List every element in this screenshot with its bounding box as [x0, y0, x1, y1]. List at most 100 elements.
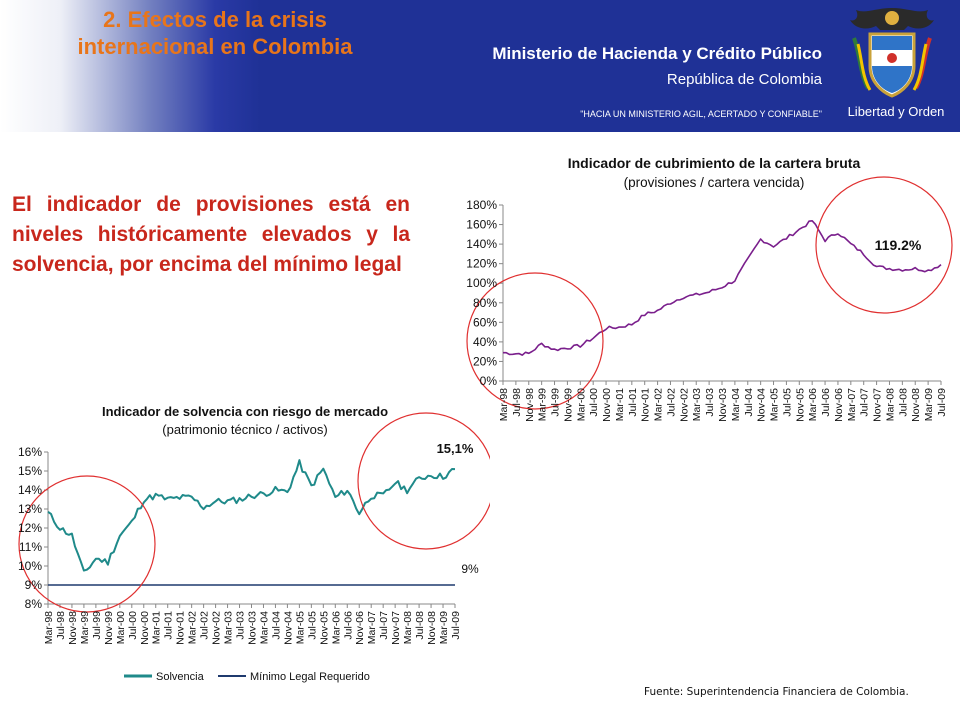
- x-tick-label: Jul-03: [704, 388, 716, 417]
- x-tick-label: Jul-00: [588, 388, 600, 417]
- y-tick-label: 12%: [18, 521, 42, 535]
- y-tick-label: 10%: [18, 559, 42, 573]
- y-tick-label: 40%: [473, 335, 497, 349]
- x-tick-label: Nov-04: [756, 388, 768, 422]
- x-tick-label: Mar-07: [366, 611, 378, 644]
- x-tick-label: Nov-06: [833, 388, 845, 422]
- x-tick-label: Nov-04: [282, 611, 294, 645]
- y-tick-label: 60%: [473, 315, 497, 329]
- x-tick-label: Mar-99: [79, 611, 91, 644]
- x-tick-label: Mar-03: [691, 388, 703, 421]
- x-tick-label: Mar-06: [807, 388, 819, 421]
- x-tick-label: Nov-05: [318, 611, 330, 645]
- x-tick-label: Nov-08: [426, 611, 438, 645]
- x-tick-label: Jul-02: [199, 611, 211, 640]
- x-tick-label: Nov-99: [103, 611, 115, 645]
- y-tick-label: 9%: [25, 578, 43, 592]
- x-tick-label: Mar-04: [258, 611, 270, 644]
- source-note: Fuente: Superintendencia Financiera de C…: [644, 686, 909, 698]
- y-tick-label: 100%: [466, 276, 497, 290]
- y-tick-label: 120%: [466, 257, 497, 271]
- x-tick-label: Mar-04: [730, 388, 742, 421]
- x-tick-label: Nov-98: [67, 611, 79, 645]
- x-tick-label: Mar-08: [884, 388, 896, 421]
- slide-title-line-1: 2. Efectos de la crisis: [103, 7, 327, 32]
- y-tick-label: 14%: [18, 483, 42, 497]
- x-tick-label: Jul-04: [743, 388, 755, 417]
- x-tick-label: Mar-09: [923, 388, 935, 421]
- x-tick-label: Mar-07: [846, 388, 858, 421]
- x-tick-label: Mar-02: [653, 388, 665, 421]
- chart-legend: Solvencia Mínimo Legal Requerido: [124, 671, 370, 683]
- x-tick-label: Jul-00: [127, 611, 139, 640]
- x-tick-label: Nov-06: [354, 611, 366, 645]
- x-tick-label: Jul-07: [859, 388, 871, 417]
- x-tick-label: Jul-08: [897, 388, 909, 417]
- x-tick-label: Nov-08: [910, 388, 922, 422]
- y-tick-label: 20%: [473, 354, 497, 368]
- x-tick-label: Mar-08: [402, 611, 414, 644]
- ministry-name: Ministerio de Hacienda y Crédito Público: [492, 44, 822, 63]
- coverage-series-line: [503, 220, 942, 356]
- x-tick-label: Mar-01: [151, 611, 163, 644]
- x-tick-label: Jul-98: [511, 388, 523, 417]
- x-tick-label: Mar-98: [498, 388, 510, 421]
- x-tick-label: Jul-98: [55, 611, 67, 640]
- header-banner: 2. Efectos de la crisis internacional en…: [0, 0, 960, 132]
- x-tick-label: Nov-02: [678, 388, 690, 422]
- slide-title: 2. Efectos de la crisis internacional en…: [10, 6, 420, 60]
- x-tick-label: Mar-05: [769, 388, 781, 421]
- highlight-circle: [18, 475, 156, 613]
- solvency-annotation: 15,1%: [437, 441, 474, 456]
- y-tick-label: 80%: [473, 296, 497, 310]
- x-tick-label: Mar-00: [575, 388, 587, 421]
- y-tick-label: 15%: [18, 464, 42, 478]
- motto: Libertad y Orden: [847, 104, 945, 119]
- x-tick-label: Mar-98: [43, 611, 55, 644]
- x-tick-label: Jul-06: [820, 388, 832, 417]
- x-tick-label: Nov-03: [717, 388, 729, 422]
- highlight-circle: [466, 272, 604, 410]
- x-tick-label: Nov-01: [175, 611, 187, 645]
- x-tick-label: Jul-04: [270, 611, 282, 640]
- x-tick-label: Jul-99: [550, 388, 562, 417]
- x-tick-label: Jul-07: [378, 611, 390, 640]
- y-tick-label: 11%: [19, 540, 42, 554]
- x-tick-label: Mar-99: [537, 388, 549, 421]
- y-tick-label: 160%: [466, 218, 497, 232]
- chart-subtitle: (patrimonio técnico / activos): [162, 422, 327, 437]
- highlight-circle: [357, 412, 490, 550]
- x-tick-label: Nov-07: [390, 611, 402, 645]
- x-tick-label: Mar-01: [614, 388, 626, 421]
- x-tick-label: Jul-05: [306, 611, 318, 640]
- x-tick-label: Nov-01: [640, 388, 652, 422]
- x-tick-label: Jul-01: [163, 611, 175, 640]
- x-tick-label: Jul-06: [342, 611, 354, 640]
- legend-label-minimo: Mínimo Legal Requerido: [250, 671, 370, 683]
- x-tick-label: Nov-03: [247, 611, 259, 645]
- ministry-slogan: "HACIA UN MINISTERIO AGIL, ACERTADO Y CO…: [580, 109, 822, 119]
- solvency-series-line: [47, 459, 456, 572]
- coverage-annotation: 119.2%: [875, 237, 922, 253]
- x-tick-label: Jul-01: [627, 388, 639, 417]
- y-tick-label: 180%: [466, 198, 497, 212]
- coat-of-arms-icon: [850, 8, 934, 98]
- x-tick-label: Mar-09: [438, 611, 450, 644]
- x-tick-label: Jul-02: [665, 388, 677, 417]
- y-tick-label: 8%: [25, 597, 43, 611]
- y-tick-label: 140%: [466, 237, 497, 251]
- x-tick-label: Nov-00: [139, 611, 151, 645]
- x-tick-label: Nov-98: [524, 388, 536, 422]
- republic-name: República de Colombia: [666, 71, 822, 88]
- solvency-chart: Indicador de solvencia con riesgo de mer…: [18, 404, 490, 683]
- y-tick-label: 0%: [480, 374, 498, 388]
- chart-title: Indicador de cubrimiento de la cartera b…: [568, 155, 861, 171]
- x-tick-label: Nov-99: [562, 388, 574, 422]
- highlight-circle: [815, 176, 953, 314]
- x-tick-label: Nov-05: [794, 388, 806, 422]
- x-tick-label: Mar-05: [294, 611, 306, 644]
- x-tick-label: Jul-99: [91, 611, 103, 640]
- x-tick-label: Mar-00: [115, 611, 127, 644]
- x-tick-label: Jul-09: [936, 388, 948, 417]
- x-tick-label: Mar-06: [330, 611, 342, 644]
